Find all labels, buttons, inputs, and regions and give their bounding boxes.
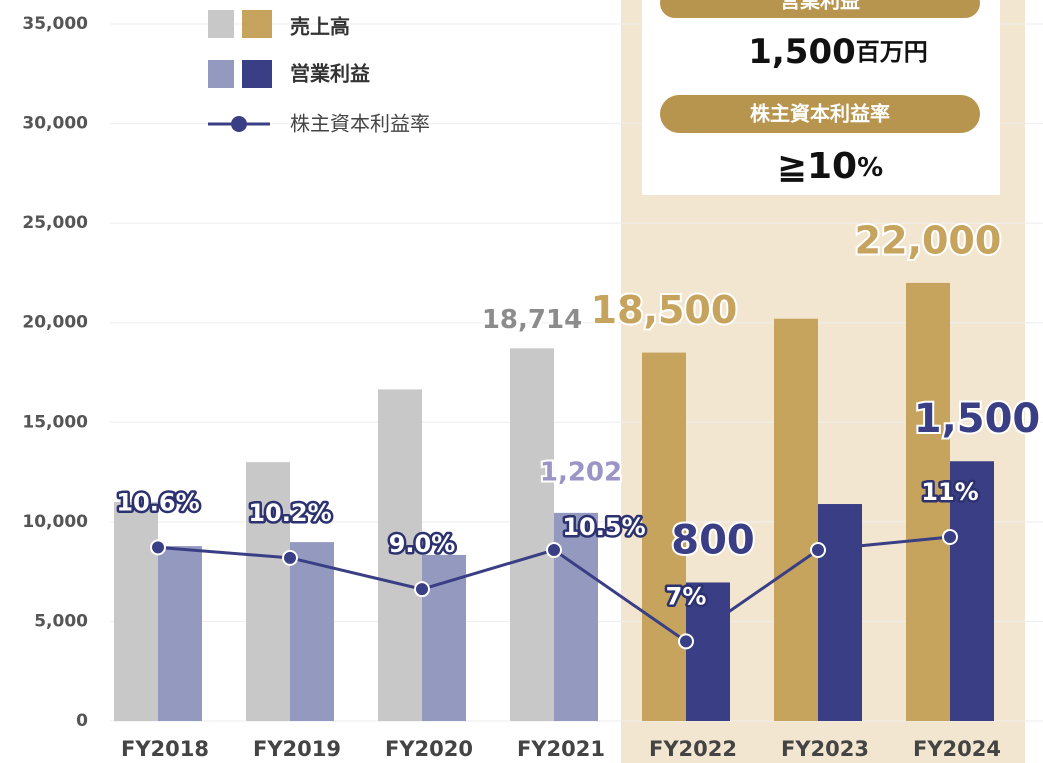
target-unit: % [857,153,883,183]
legend-swatch [242,10,272,38]
bar [378,389,422,721]
bar [510,348,554,721]
roe-point [282,549,298,566]
bar [422,554,466,721]
target-value: ≧10% [777,146,883,187]
bar [290,542,334,721]
x-tick-label: FY2020 [385,737,473,761]
x-tick-label: FY2022 [649,737,737,761]
target-number: ≧10 [777,146,857,187]
bar [554,512,598,721]
x-tick-label: FY2018 [121,737,209,761]
roe-point [546,542,562,559]
legend-label: 売上高 [290,15,350,39]
data-label: 7% [666,582,707,610]
bar [686,582,730,721]
y-tick-label: 15,000 [22,412,88,432]
legend-label: 営業利益 [290,62,370,86]
legend-swatch [208,10,234,38]
x-tick-label: FY2021 [517,737,605,761]
legend-marker [231,116,247,132]
badge [660,0,980,18]
y-tick-label: 5,000 [34,611,88,631]
bar [818,504,862,721]
bar [906,282,950,721]
y-tick-label: 0 [76,711,88,731]
y-tick-label: 20,000 [22,313,88,333]
target-unit: 百万円 [856,38,928,66]
data-label: 800 [671,517,755,563]
data-label: 1,202 [540,457,622,487]
roe-point [678,633,694,650]
bar [774,318,818,721]
bar [246,462,290,721]
roe-point [414,581,430,598]
x-tick-label: FY2023 [781,737,869,761]
target-value: 1,500百万円 [748,32,928,72]
roe-point [150,539,166,556]
roe-point [810,542,826,559]
legend-label: 株主資本利益率 [290,112,430,136]
badge [660,95,980,133]
roe-point [942,528,958,545]
data-label: 1,500 [914,396,1041,442]
x-tick-label: FY2019 [253,737,341,761]
legend: 売上高 営業利益 株主資本利益率 [208,10,430,136]
y-tick-label: 10,000 [22,512,88,532]
data-label: 18,714 [482,305,582,335]
y-tick-label: 25,000 [22,213,88,233]
bar [642,352,686,721]
y-tick-label: 35,000 [22,14,88,34]
target-number: 1,500 [748,32,856,72]
bar [158,546,202,721]
data-label: 10.2% [248,499,331,527]
y-tick-label: 30,000 [22,114,88,134]
legend-swatch [242,60,272,88]
data-label: 22,000 [855,218,1002,262]
data-label: 9.0% [389,530,456,558]
badge-label: 株主資本利益率 [750,102,890,126]
bar [950,461,994,721]
x-tick-label: FY2024 [913,737,1001,761]
data-label: 10.5% [562,513,645,541]
data-label: 11% [921,478,978,506]
data-label: 18,500 [591,288,738,332]
data-label: 10.6% [116,488,199,516]
badge-label: 営業利益 [780,0,860,13]
bar [114,501,158,721]
legend-swatch [208,60,234,88]
